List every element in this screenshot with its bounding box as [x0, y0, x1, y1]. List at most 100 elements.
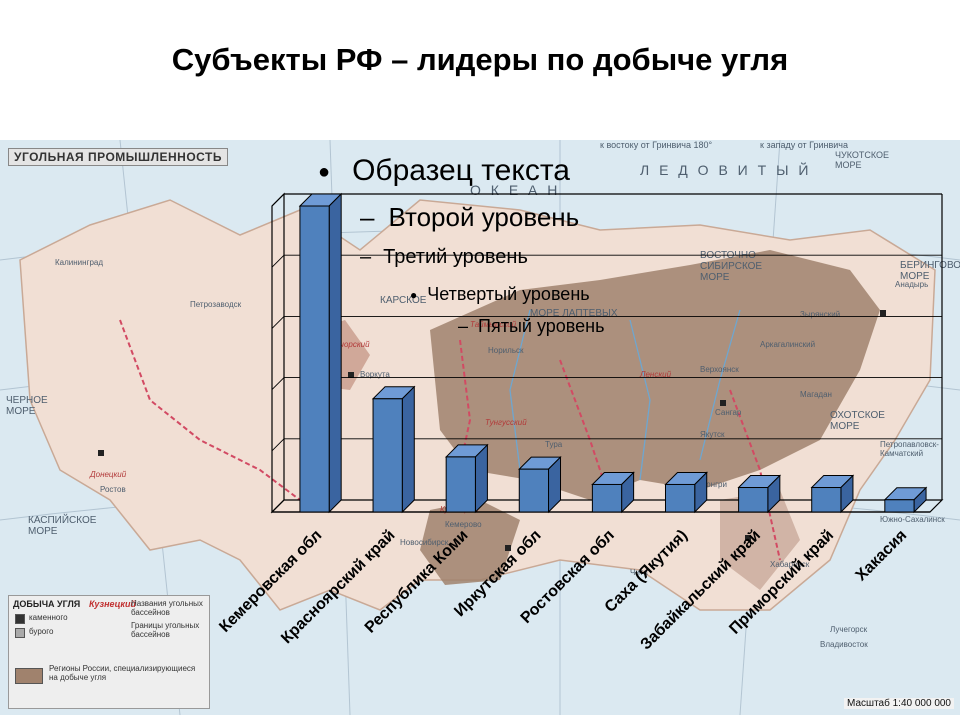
bar-front [811, 487, 842, 513]
gridline-side [271, 254, 285, 268]
dash-marker: – [360, 246, 372, 268]
bullet-level-5: – Пятый уровень [458, 316, 604, 337]
city-luchegorsk: Лучегорск [830, 625, 868, 634]
city-norilsk: Норильск [488, 346, 524, 355]
gridline-side [271, 193, 285, 207]
bar-9 [883, 486, 928, 514]
city-magadan: Магадан [800, 390, 832, 399]
map-scale: Масштаб 1:40 000 000 [844, 698, 954, 709]
sea-label-chukchi: ЧУКОТСКОЕ МОРЕ [835, 150, 889, 170]
bar-7 [737, 474, 782, 514]
gridline-side [271, 377, 285, 390]
bar-side [474, 443, 488, 514]
plot-frame [270, 192, 944, 514]
sea-label-bering: БЕРИНГОВО МОРЕ [900, 260, 960, 282]
map-heading: УГОЛЬНАЯ ПРОМЫШЛЕННОСТЬ [8, 148, 228, 166]
slide-title: Субъекты РФ – лидеры по добыче угля [171, 42, 789, 77]
city-vorkuta: Воркута [360, 370, 390, 379]
basin-taimyr: Таймырский [470, 320, 517, 329]
city-anadyr: Анадырь [895, 280, 929, 289]
sea-label-arctic: Л Е Д О В И Т Ы Й [640, 162, 812, 178]
legend-basin-borders: Границы угольных бассейнов [131, 621, 200, 639]
bar-front [299, 205, 330, 513]
bar-3 [444, 443, 489, 514]
city-tunguska: Тунгусский [485, 418, 527, 427]
city-arkagala: Аркагалинский [760, 340, 816, 349]
bar-2 [371, 385, 416, 514]
city-rostov: Ростов [100, 485, 126, 494]
bar-front [518, 468, 550, 513]
bars [298, 192, 928, 514]
city-kemerovo: Кемерово [445, 520, 482, 529]
bullet-level-5-text: Пятый уровень [478, 316, 605, 336]
bar-side [401, 385, 415, 514]
city-kaliningrad: Калининград [55, 258, 104, 267]
bar-side [328, 192, 342, 514]
city-petropavlovsk: Петропавловск-Камчатский [880, 440, 939, 458]
city-vladivostok: Владивосток [820, 640, 868, 649]
bar-5 [591, 471, 635, 514]
map-legend: ДОБЫЧА УГЛЯ Кузнецкий каменного бурого Н… [8, 595, 210, 709]
bullet-level-4: ● Четвертый уровень [410, 284, 590, 305]
city-verkhoyansk: Верхоянск [700, 365, 739, 374]
basin-donetsk: Донецкий [90, 470, 127, 479]
legend-swatch-hard-coal [15, 614, 25, 624]
category-label: Забайкальский край [637, 527, 764, 654]
bar-front [738, 487, 769, 513]
city-petrozavodsk: Петрозаводск [190, 300, 242, 309]
bullet-level-2-text: Второй уровень [388, 202, 580, 232]
city-yuzhno-sakhalinsk: Южно-Сахалинск [880, 515, 945, 524]
city-khabarovsk: Хабаровск [770, 560, 810, 569]
bar-front [664, 483, 696, 513]
sea-label-black: ЧЕРНОЕ МОРЕ [6, 395, 48, 417]
map-label-east: к востоку от Гринвича 180° [600, 140, 713, 150]
sea-label-okhotsk: ОХОТСКОЕ МОРЕ [830, 410, 885, 432]
bullet-dot: ● [318, 160, 331, 183]
legend-title: ДОБЫЧА УГЛЯ [13, 599, 81, 609]
bullet-level-1-text: Образец текста [352, 154, 570, 187]
dash-marker: – [458, 316, 469, 336]
coal-industry-map: УГОЛЬНАЯ ПРОМЫШЛЕННОСТЬ к востоку от Гри… [0, 140, 960, 715]
bar-4 [518, 455, 562, 514]
bullet-dot: ● [410, 288, 418, 303]
bar-8 [810, 474, 855, 514]
bullet-level-1: ● Образец текста [318, 154, 570, 188]
sea-label-laptev: МОРЕ ЛАПТЕВЫХ [530, 308, 618, 319]
basin-lensky: Ленский [640, 370, 672, 379]
sea-label-caspian: КАСПИЙСКОЕ МОРЕ [28, 515, 97, 537]
city-tura: Тура [545, 440, 563, 449]
legend-regions: Регионы России, специализирующиеся на до… [49, 664, 196, 682]
bar-front [372, 398, 403, 513]
coal-region-far-east [720, 490, 800, 590]
legend-swatch-brown-coal [15, 628, 25, 638]
bullet-level-4-text: Четвертый уровень [427, 284, 590, 304]
legend-basin-name: Кузнецкий [89, 599, 136, 609]
map-label-west: к западу от Гринвича [760, 140, 849, 150]
bar-front [445, 456, 476, 513]
bar-1 [298, 192, 343, 514]
legend-hard-coal: каменного [29, 613, 68, 622]
city-chita: Чита [630, 568, 648, 577]
category-label: Хакасия [853, 527, 911, 585]
city-sangar: Сангар [715, 408, 742, 417]
coal-region-kuzbass [420, 500, 520, 585]
sea-label-kara: КАРСКОЕ [380, 295, 427, 306]
coal-region-siberia [430, 250, 880, 500]
bullet-level-3: – Третий уровень [360, 246, 528, 269]
city-yakutsk: Якутск [700, 430, 725, 439]
legend-swatch-region [15, 668, 43, 684]
bullet-level-3-text: Третий уровень [383, 246, 528, 268]
city-neryungri: Нерюнгри [690, 480, 727, 489]
bullet-level-2: – Второй уровень [360, 202, 579, 233]
bar-front [884, 499, 915, 513]
bar-6 [664, 471, 708, 514]
gridline-side [271, 438, 285, 452]
dash-marker: – [360, 202, 375, 232]
legend-basin-names: Названия угольных бассейнов [131, 599, 203, 617]
map-terrain [0, 140, 960, 715]
bar-front [591, 483, 623, 513]
city-novosibirsk: Новосибирск [400, 538, 449, 547]
city-zyryanka: Зырянский [800, 310, 841, 319]
